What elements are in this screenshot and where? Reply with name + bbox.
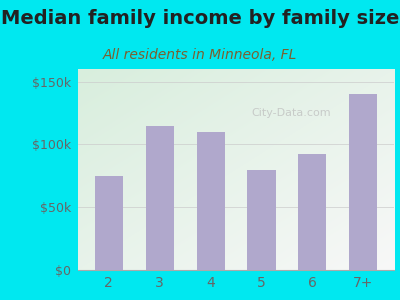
Text: All residents in Minneola, FL: All residents in Minneola, FL xyxy=(103,48,297,62)
Bar xyxy=(196,132,224,270)
Text: City-Data.com: City-Data.com xyxy=(252,108,332,118)
Text: Median family income by family size: Median family income by family size xyxy=(1,9,399,28)
Bar xyxy=(350,94,378,270)
Bar xyxy=(248,169,276,270)
Bar xyxy=(146,125,174,270)
Bar xyxy=(298,154,326,270)
Bar xyxy=(94,176,122,270)
